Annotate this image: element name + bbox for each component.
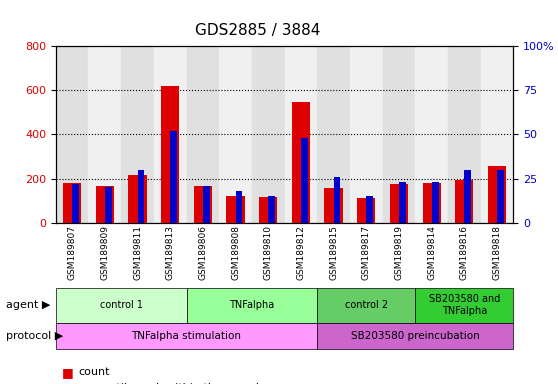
Bar	[285, 46, 318, 223]
Bar	[415, 46, 448, 223]
Text: TNFalpha: TNFalpha	[229, 300, 275, 310]
Bar	[268, 196, 275, 223]
Text: ■: ■	[61, 366, 73, 379]
Bar	[194, 186, 212, 223]
Bar	[383, 46, 415, 223]
Bar	[324, 189, 343, 223]
Bar	[56, 46, 89, 223]
Bar	[301, 138, 308, 223]
Bar	[89, 46, 121, 223]
Bar	[448, 46, 480, 223]
Bar	[219, 46, 252, 223]
Bar	[95, 186, 114, 223]
Bar	[227, 196, 245, 223]
Bar	[72, 184, 79, 223]
Bar	[137, 170, 145, 223]
Bar	[63, 183, 81, 223]
Bar	[170, 131, 177, 223]
Bar	[203, 185, 210, 223]
Bar	[464, 170, 471, 223]
Bar	[161, 86, 179, 223]
Text: ■: ■	[61, 381, 73, 384]
Bar	[455, 180, 474, 223]
Text: control 2: control 2	[345, 300, 388, 310]
Text: GDS2885 / 3884: GDS2885 / 3884	[195, 23, 321, 38]
Bar	[390, 184, 408, 223]
Bar	[121, 46, 154, 223]
Bar	[235, 191, 242, 223]
Bar	[105, 187, 112, 223]
Text: control 1: control 1	[100, 300, 143, 310]
Bar	[350, 46, 383, 223]
Bar	[154, 46, 186, 223]
Bar	[488, 166, 506, 223]
Bar	[186, 46, 219, 223]
Text: percentile rank within the sample: percentile rank within the sample	[78, 383, 266, 384]
Bar	[292, 103, 310, 223]
Text: count: count	[78, 367, 109, 377]
Bar	[128, 175, 147, 223]
Bar	[357, 199, 376, 223]
Bar	[334, 177, 340, 223]
Text: SB203580 preincubation: SB203580 preincubation	[351, 331, 480, 341]
Bar	[399, 182, 406, 223]
Bar	[422, 183, 441, 223]
Bar	[366, 196, 373, 223]
Bar	[318, 46, 350, 223]
Bar	[432, 182, 439, 223]
Text: SB203580 and
TNFalpha: SB203580 and TNFalpha	[429, 295, 500, 316]
Bar	[259, 197, 277, 223]
Text: protocol ▶: protocol ▶	[6, 331, 63, 341]
Text: TNFalpha stimulation: TNFalpha stimulation	[132, 331, 242, 341]
Bar	[497, 170, 504, 223]
Bar	[480, 46, 513, 223]
Text: agent ▶: agent ▶	[6, 300, 50, 310]
Bar	[252, 46, 285, 223]
